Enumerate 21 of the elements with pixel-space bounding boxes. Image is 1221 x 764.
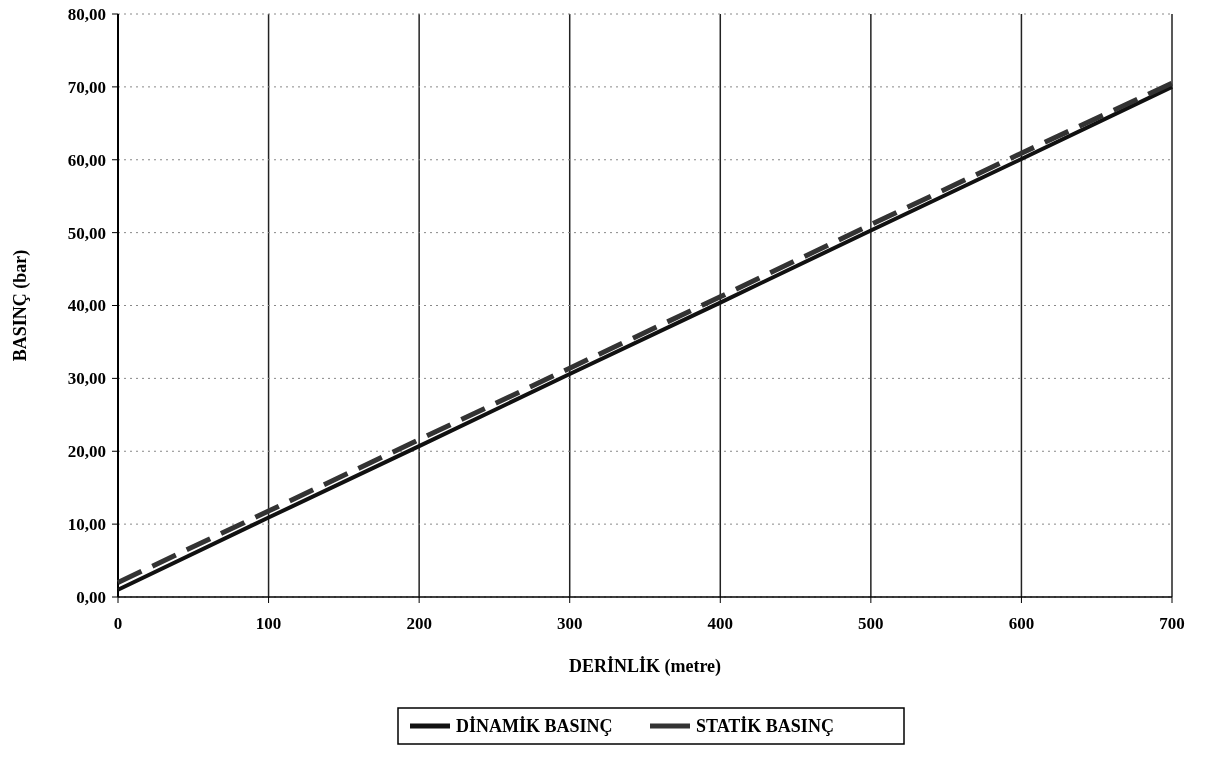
legend-label: STATİK BASINÇ	[696, 716, 834, 737]
y-tick-label: 50,00	[67, 223, 106, 243]
y-tick-label: 60,00	[67, 150, 106, 170]
x-tick-label: 0	[113, 614, 123, 633]
x-tick-label: 600	[1008, 614, 1035, 633]
y-tick-label: 20,00	[67, 442, 106, 462]
x-tick-label: 300	[556, 614, 583, 633]
x-tick-label: 400	[707, 614, 734, 633]
y-tick-label: 30,00	[67, 369, 106, 389]
x-tick-label: 500	[858, 614, 884, 633]
y-tick-label: 0,00	[76, 587, 106, 607]
y-axis-title: BASINÇ (bar)	[10, 249, 31, 362]
legend-label: DİNAMİK BASINÇ	[456, 716, 613, 737]
x-tick-label: 200	[406, 614, 432, 633]
x-tick-label: 100	[255, 614, 282, 633]
y-tick-label: 70,00	[67, 77, 106, 97]
x-axis-title: DERİNLİK (metre)	[568, 656, 722, 677]
y-tick-label: 80,00	[67, 4, 106, 24]
y-tick-label: 40,00	[67, 296, 106, 316]
y-tick-label: 10,00	[67, 515, 106, 535]
x-tick-label: 700	[1159, 614, 1185, 633]
